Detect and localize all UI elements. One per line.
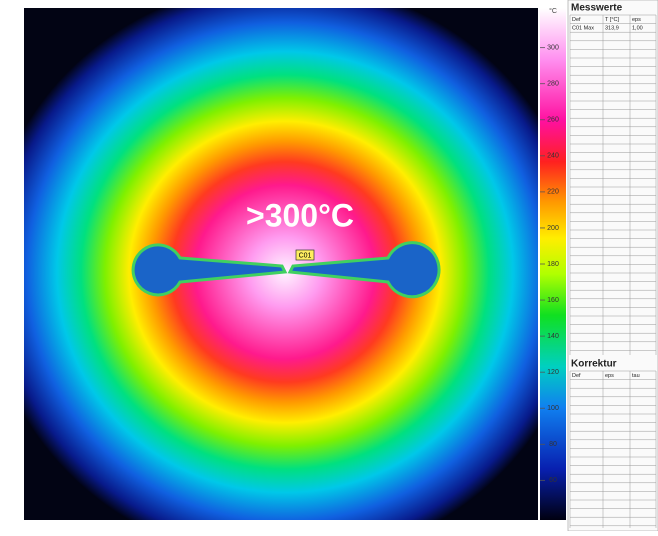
table-header: eps (605, 373, 614, 379)
table-cell: 1,00 (632, 25, 643, 31)
side-panel (568, 0, 658, 531)
colorbar-tick-label: 180 (547, 261, 559, 268)
colorbar-tick-label: 220 (547, 189, 559, 196)
colorbar-tick-label: 240 (547, 153, 559, 160)
table-header: Def (572, 373, 581, 379)
colorbar-tick-label: 280 (547, 81, 559, 88)
colorbar-tick-label: 60 (549, 477, 557, 484)
colorbar-tick-label: 300 (547, 45, 559, 52)
colorbar-unit: °C (549, 7, 557, 15)
panel-title: Korrektur (571, 359, 617, 370)
colorbar-tick-label: 260 (547, 117, 559, 124)
table-header: Def (572, 17, 581, 23)
colorbar-tick-label: 100 (547, 405, 559, 412)
panel-title: Messwerte (571, 3, 623, 14)
screenshot: >300°C C01 °C Messwerte Korrektur 300 280… (0, 0, 658, 531)
table-header: T [°C] (605, 17, 619, 23)
table-cell: C01 Max (572, 25, 594, 31)
table-header: tau (632, 373, 640, 379)
table-cell: 313,9 (605, 25, 619, 31)
colorbar-tick-label: 80 (549, 441, 557, 448)
marker-label: C01 (299, 252, 312, 259)
annotation: >300°C (246, 197, 354, 233)
colorbar-tick-label: 120 (547, 369, 559, 376)
table-header: eps (632, 17, 641, 23)
colorbar-tick-label: 140 (547, 333, 559, 340)
colorbar-tick-label: 160 (547, 297, 559, 304)
colorbar-tick-label: 200 (547, 225, 559, 232)
